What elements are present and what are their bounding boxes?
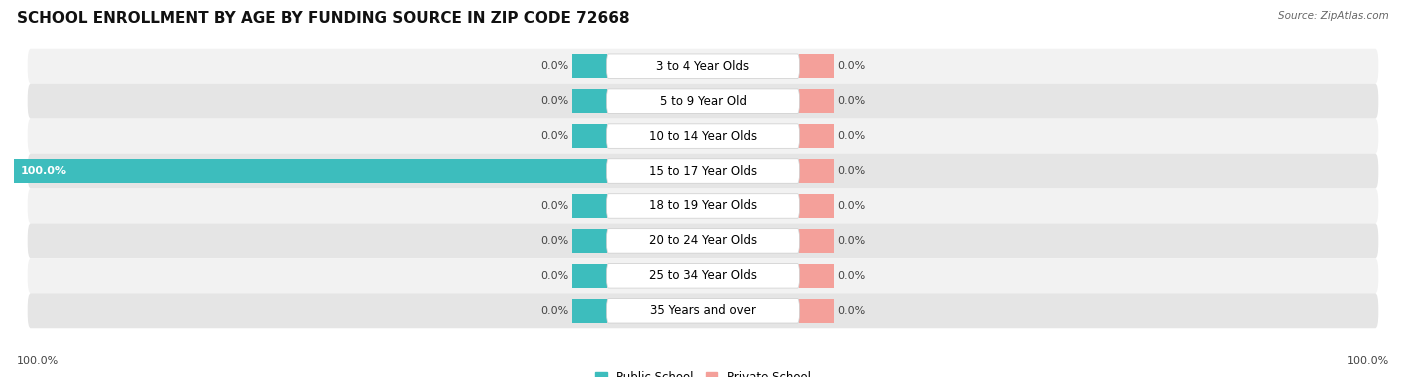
FancyBboxPatch shape xyxy=(28,224,1378,258)
Text: 15 to 17 Year Olds: 15 to 17 Year Olds xyxy=(650,164,756,178)
Text: 100.0%: 100.0% xyxy=(21,166,67,176)
Text: 0.0%: 0.0% xyxy=(838,131,866,141)
FancyBboxPatch shape xyxy=(606,159,800,183)
Bar xyxy=(800,89,834,113)
Text: 0.0%: 0.0% xyxy=(540,96,568,106)
FancyBboxPatch shape xyxy=(606,194,800,218)
Text: 0.0%: 0.0% xyxy=(838,61,866,71)
Text: 0.0%: 0.0% xyxy=(540,61,568,71)
Bar xyxy=(572,54,606,78)
Text: 0.0%: 0.0% xyxy=(838,306,866,316)
FancyBboxPatch shape xyxy=(28,84,1378,119)
FancyBboxPatch shape xyxy=(28,293,1378,328)
FancyBboxPatch shape xyxy=(28,188,1378,224)
Bar xyxy=(572,124,606,148)
FancyBboxPatch shape xyxy=(606,299,800,323)
Bar xyxy=(572,194,606,218)
Bar xyxy=(800,194,834,218)
FancyBboxPatch shape xyxy=(606,54,800,78)
Legend: Public School, Private School: Public School, Private School xyxy=(591,366,815,377)
Text: 0.0%: 0.0% xyxy=(540,131,568,141)
Text: 0.0%: 0.0% xyxy=(540,271,568,281)
FancyBboxPatch shape xyxy=(606,229,800,253)
Text: 0.0%: 0.0% xyxy=(540,236,568,246)
Text: 100.0%: 100.0% xyxy=(17,356,59,366)
Bar xyxy=(800,229,834,253)
FancyBboxPatch shape xyxy=(28,153,1378,188)
Text: 25 to 34 Year Olds: 25 to 34 Year Olds xyxy=(650,269,756,282)
Text: 0.0%: 0.0% xyxy=(838,166,866,176)
Bar xyxy=(14,159,606,183)
FancyBboxPatch shape xyxy=(28,49,1378,84)
Text: 100.0%: 100.0% xyxy=(1347,356,1389,366)
Bar xyxy=(572,229,606,253)
Text: 35 Years and over: 35 Years and over xyxy=(650,304,756,317)
Bar xyxy=(800,124,834,148)
Bar xyxy=(572,89,606,113)
FancyBboxPatch shape xyxy=(606,124,800,148)
Text: 0.0%: 0.0% xyxy=(540,306,568,316)
FancyBboxPatch shape xyxy=(28,258,1378,293)
FancyBboxPatch shape xyxy=(606,264,800,288)
Bar xyxy=(572,299,606,323)
Text: 0.0%: 0.0% xyxy=(838,236,866,246)
Bar xyxy=(572,264,606,288)
Text: 5 to 9 Year Old: 5 to 9 Year Old xyxy=(659,95,747,108)
Text: 0.0%: 0.0% xyxy=(838,271,866,281)
Bar xyxy=(800,264,834,288)
Bar xyxy=(800,159,834,183)
Text: 0.0%: 0.0% xyxy=(540,201,568,211)
Text: 3 to 4 Year Olds: 3 to 4 Year Olds xyxy=(657,60,749,73)
Text: 10 to 14 Year Olds: 10 to 14 Year Olds xyxy=(650,130,756,143)
Text: 18 to 19 Year Olds: 18 to 19 Year Olds xyxy=(650,199,756,213)
Text: 0.0%: 0.0% xyxy=(838,201,866,211)
Text: 0.0%: 0.0% xyxy=(838,96,866,106)
Bar xyxy=(800,54,834,78)
Text: SCHOOL ENROLLMENT BY AGE BY FUNDING SOURCE IN ZIP CODE 72668: SCHOOL ENROLLMENT BY AGE BY FUNDING SOUR… xyxy=(17,11,630,26)
FancyBboxPatch shape xyxy=(28,119,1378,153)
Text: 20 to 24 Year Olds: 20 to 24 Year Olds xyxy=(650,234,756,247)
FancyBboxPatch shape xyxy=(606,89,800,113)
Bar xyxy=(800,299,834,323)
Text: Source: ZipAtlas.com: Source: ZipAtlas.com xyxy=(1278,11,1389,21)
